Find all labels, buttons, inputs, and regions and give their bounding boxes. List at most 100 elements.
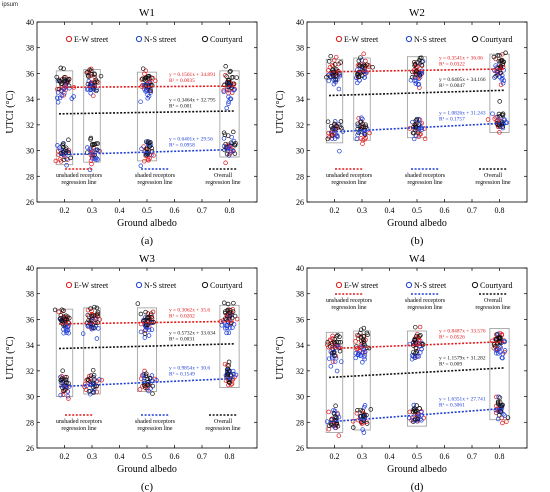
x-tick-label: 0.5 (142, 452, 152, 461)
x-tick-label: 0.4 (385, 206, 395, 215)
data-point (360, 408, 365, 414)
data-point (66, 320, 71, 325)
data-point (62, 75, 67, 80)
data-point (412, 63, 417, 68)
regression-legend-label: Overall regression line (205, 419, 240, 432)
data-point (94, 383, 99, 389)
data-point (500, 402, 505, 408)
data-point (332, 408, 338, 414)
legend-label: N-S street (414, 35, 447, 44)
regression-equation: y = 1.1579x + 31.282 (439, 355, 486, 361)
data-point (229, 85, 234, 90)
y-tick-label: 32 (296, 367, 304, 376)
data-point (85, 312, 91, 318)
y-tick-label: 36 (296, 315, 304, 324)
data-point (228, 68, 233, 74)
data-point (223, 141, 228, 147)
scatter-points (324, 50, 510, 154)
data-point (224, 325, 230, 331)
data-point (88, 373, 94, 378)
data-point (221, 130, 227, 135)
y-axis-label: UTCI (°C) (5, 336, 16, 379)
regression-equation: y = 1.6351x + 27.741 (439, 396, 486, 402)
data-point (413, 345, 419, 351)
y-tick-label: 28 (26, 418, 34, 427)
data-point (326, 409, 331, 415)
data-point (80, 331, 86, 336)
data-point (332, 339, 337, 345)
watermark: ipsum (2, 2, 19, 8)
data-point (63, 377, 69, 383)
data-point (59, 81, 65, 86)
data-point (63, 150, 69, 156)
data-point (227, 310, 233, 315)
data-point (412, 337, 418, 343)
data-point (230, 325, 235, 330)
data-point (233, 141, 238, 146)
data-point (338, 60, 343, 65)
data-point (413, 416, 418, 421)
regression-line-overall (328, 89, 506, 97)
legend-marker (135, 281, 143, 289)
data-point (223, 160, 228, 166)
data-point (223, 64, 228, 69)
data-point (55, 86, 60, 92)
data-point (145, 322, 151, 328)
data-point (355, 63, 361, 68)
data-point (331, 57, 337, 63)
regression-legend-label: unshaded receptors regression line (56, 419, 103, 432)
regression-legend-label: Overall regression line (475, 173, 510, 186)
regression-equation: y = 0.6405x + 34.166 (439, 77, 486, 83)
chart-title: W4 (409, 253, 425, 265)
data-point (148, 311, 154, 316)
data-point (495, 351, 501, 356)
x-tick-label: 0.5 (412, 452, 422, 461)
y-tick-label: 28 (296, 172, 304, 181)
data-point (333, 77, 339, 83)
x-tick-label: 0.5 (142, 206, 152, 215)
x-tick-label: 0.7 (467, 452, 477, 461)
panel-label: (b) (411, 235, 424, 247)
y-tick-label: 26 (296, 198, 304, 207)
x-tick-label: 0.6 (170, 206, 180, 215)
y-tick-label: 26 (26, 444, 34, 453)
legend-label: Courtyard (480, 35, 512, 44)
data-point (339, 125, 344, 131)
data-point (96, 148, 101, 154)
data-point (336, 86, 342, 92)
legend-marker (335, 35, 343, 43)
data-point (363, 135, 369, 141)
x-tick-label: 0.7 (197, 206, 207, 215)
data-point (337, 348, 343, 354)
data-point (360, 360, 365, 365)
y-tick-label: 32 (26, 121, 34, 130)
y-tick-label: 40 (26, 264, 34, 273)
legend-marker (471, 281, 479, 289)
data-point (144, 371, 149, 376)
data-point (143, 146, 149, 151)
data-point (363, 69, 369, 74)
data-point (415, 130, 421, 136)
data-point (360, 64, 365, 69)
y-tick-label: 30 (296, 393, 304, 402)
data-point (234, 316, 240, 322)
y-tick-label: 32 (26, 367, 34, 376)
data-point (354, 411, 360, 416)
y-tick-label: 32 (296, 121, 304, 130)
data-point (326, 130, 331, 136)
data-point (92, 142, 98, 147)
data-point (139, 376, 144, 381)
data-point (143, 78, 148, 83)
chart-title: W2 (409, 7, 425, 19)
data-point (59, 318, 65, 323)
x-tick-label: 0.6 (170, 452, 180, 461)
data-point (363, 124, 369, 129)
data-point (500, 351, 506, 357)
data-point (94, 88, 99, 94)
data-point (358, 419, 364, 425)
legend-marker (405, 35, 413, 43)
data-point (61, 93, 66, 98)
data-point (332, 414, 338, 419)
data-point (360, 141, 365, 146)
regression-r2: R² = 0.009 (439, 361, 462, 367)
